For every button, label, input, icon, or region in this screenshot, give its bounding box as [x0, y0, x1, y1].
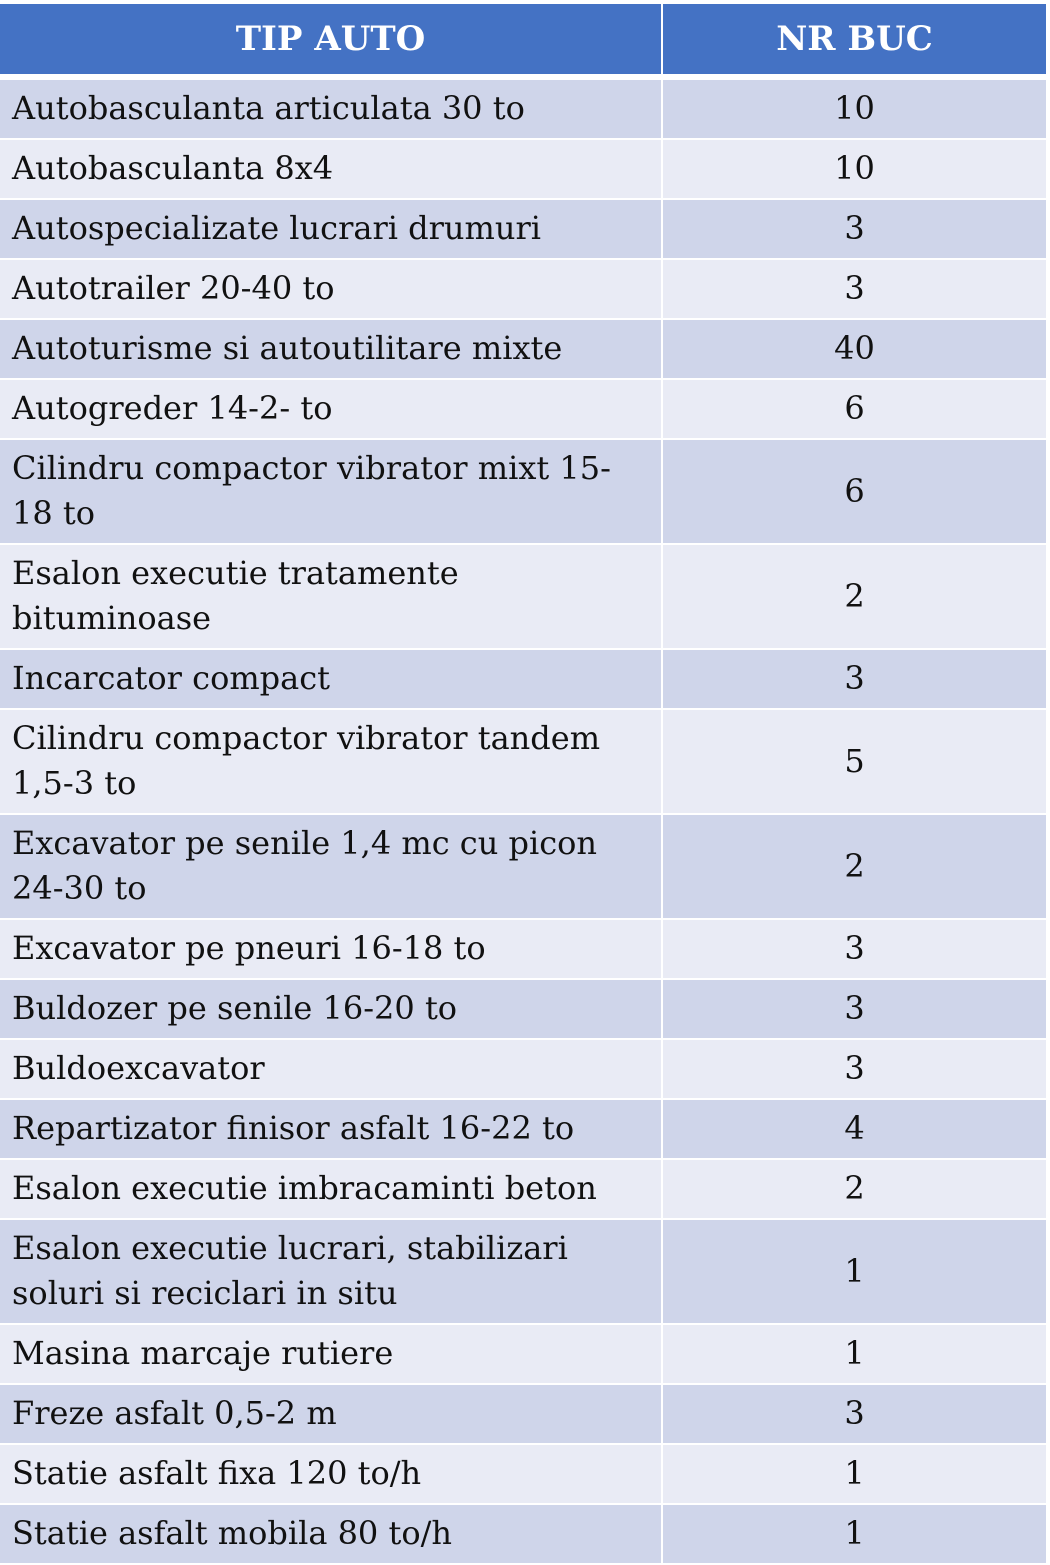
table-row: Esalon executie tratamente bituminoase 2 [0, 544, 1046, 650]
cell-nr-buc: 3 [662, 259, 1046, 320]
cell-tip-auto: Cilindru compactor vibrator tandem 1,5-3… [0, 709, 663, 815]
table-row: Statie asfalt fixa 120 to/h 1 [0, 1444, 1046, 1505]
table-row: Esalon executie lucrari, stabilizari sol… [0, 1219, 1046, 1325]
cell-nr-buc: 1 [662, 1324, 1046, 1385]
cell-nr-buc: 4 [662, 1099, 1046, 1160]
table-row: Repartizator finisor asfalt 16-22 to 4 [0, 1099, 1046, 1160]
cell-tip-auto: Statie asfalt fixa 120 to/h [0, 1444, 663, 1505]
table-row: Esalon executie imbracaminti beton 2 [0, 1159, 1046, 1220]
vehicle-table-container: TIP AUTO NR BUC Autobasculanta articulat… [0, 4, 1046, 1565]
table-row: Cilindru compactor vibrator tandem 1,5-3… [0, 709, 1046, 815]
cell-nr-buc: 3 [662, 199, 1046, 260]
cell-tip-auto: Freze asfalt 0,5-2 m [0, 1384, 663, 1445]
cell-tip-auto: Autoturisme si autoutilitare mixte [0, 319, 663, 380]
table-row: Incarcator compact 3 [0, 649, 1046, 710]
cell-tip-auto: Esalon executie tratamente bituminoase [0, 544, 663, 650]
cell-nr-buc: 2 [662, 544, 1046, 650]
cell-tip-auto: Repartizator finisor asfalt 16-22 to [0, 1099, 663, 1160]
table-row: Buldoexcavator 3 [0, 1039, 1046, 1100]
cell-nr-buc: 3 [662, 1384, 1046, 1445]
cell-tip-auto: Autobasculanta articulata 30 to [0, 77, 663, 140]
cell-nr-buc: 3 [662, 979, 1046, 1040]
cell-nr-buc: 40 [662, 319, 1046, 380]
cell-nr-buc: 3 [662, 919, 1046, 980]
cell-nr-buc: 2 [662, 1159, 1046, 1220]
cell-nr-buc: 5 [662, 709, 1046, 815]
cell-nr-buc: 1 [662, 1444, 1046, 1505]
cell-tip-auto: Autotrailer 20-40 to [0, 259, 663, 320]
table-row: Excavator pe senile 1,4 mc cu picon 24-3… [0, 814, 1046, 920]
table-row: Autoturisme si autoutilitare mixte 40 [0, 319, 1046, 380]
cell-tip-auto: Esalon executie imbracaminti beton [0, 1159, 663, 1220]
cell-tip-auto: Buldoexcavator [0, 1039, 663, 1100]
table-row: Statie asfalt mobila 80 to/h 1 [0, 1504, 1046, 1565]
cell-nr-buc: 1 [662, 1219, 1046, 1325]
cell-nr-buc: 3 [662, 1039, 1046, 1100]
cell-tip-auto: Incarcator compact [0, 649, 663, 710]
cell-tip-auto: Masina marcaje rutiere [0, 1324, 663, 1385]
table-row: Autobasculanta 8x4 10 [0, 139, 1046, 200]
cell-tip-auto: Autogreder 14-2- to [0, 379, 663, 440]
table-row: Cilindru compactor vibrator mixt 15-18 t… [0, 439, 1046, 545]
cell-tip-auto: Autospecializate lucrari drumuri [0, 199, 663, 260]
cell-tip-auto: Esalon executie lucrari, stabilizari sol… [0, 1219, 663, 1325]
header-tip-auto: TIP AUTO [0, 4, 663, 80]
cell-nr-buc: 10 [662, 139, 1046, 200]
table-body: Autobasculanta articulata 30 to 10 Autobas… [0, 77, 1046, 1565]
header-nr-buc: NR BUC [662, 4, 1046, 80]
vehicle-table: TIP AUTO NR BUC Autobasculanta articulat… [0, 4, 1046, 1565]
table-row: Masina marcaje rutiere 1 [0, 1324, 1046, 1385]
cell-nr-buc: 3 [662, 649, 1046, 710]
cell-tip-auto: Cilindru compactor vibrator mixt 15-18 t… [0, 439, 663, 545]
cell-nr-buc: 2 [662, 814, 1046, 920]
table-row: Autobasculanta articulata 30 to 10 [0, 77, 1046, 140]
cell-nr-buc: 6 [662, 379, 1046, 440]
table-header-row: TIP AUTO NR BUC [0, 4, 1046, 80]
cell-tip-auto: Buldozer pe senile 16-20 to [0, 979, 663, 1040]
cell-nr-buc: 6 [662, 439, 1046, 545]
cell-tip-auto: Excavator pe senile 1,4 mc cu picon 24-3… [0, 814, 663, 920]
table-row: Buldozer pe senile 16-20 to 3 [0, 979, 1046, 1040]
table-row: Autotrailer 20-40 to 3 [0, 259, 1046, 320]
table-row: Autospecializate lucrari drumuri 3 [0, 199, 1046, 260]
cell-tip-auto: Excavator pe pneuri 16-18 to [0, 919, 663, 980]
cell-nr-buc: 1 [662, 1504, 1046, 1565]
cell-tip-auto: Statie asfalt mobila 80 to/h [0, 1504, 663, 1565]
table-row: Autogreder 14-2- to 6 [0, 379, 1046, 440]
cell-nr-buc: 10 [662, 77, 1046, 140]
table-row: Excavator pe pneuri 16-18 to 3 [0, 919, 1046, 980]
cell-tip-auto: Autobasculanta 8x4 [0, 139, 663, 200]
